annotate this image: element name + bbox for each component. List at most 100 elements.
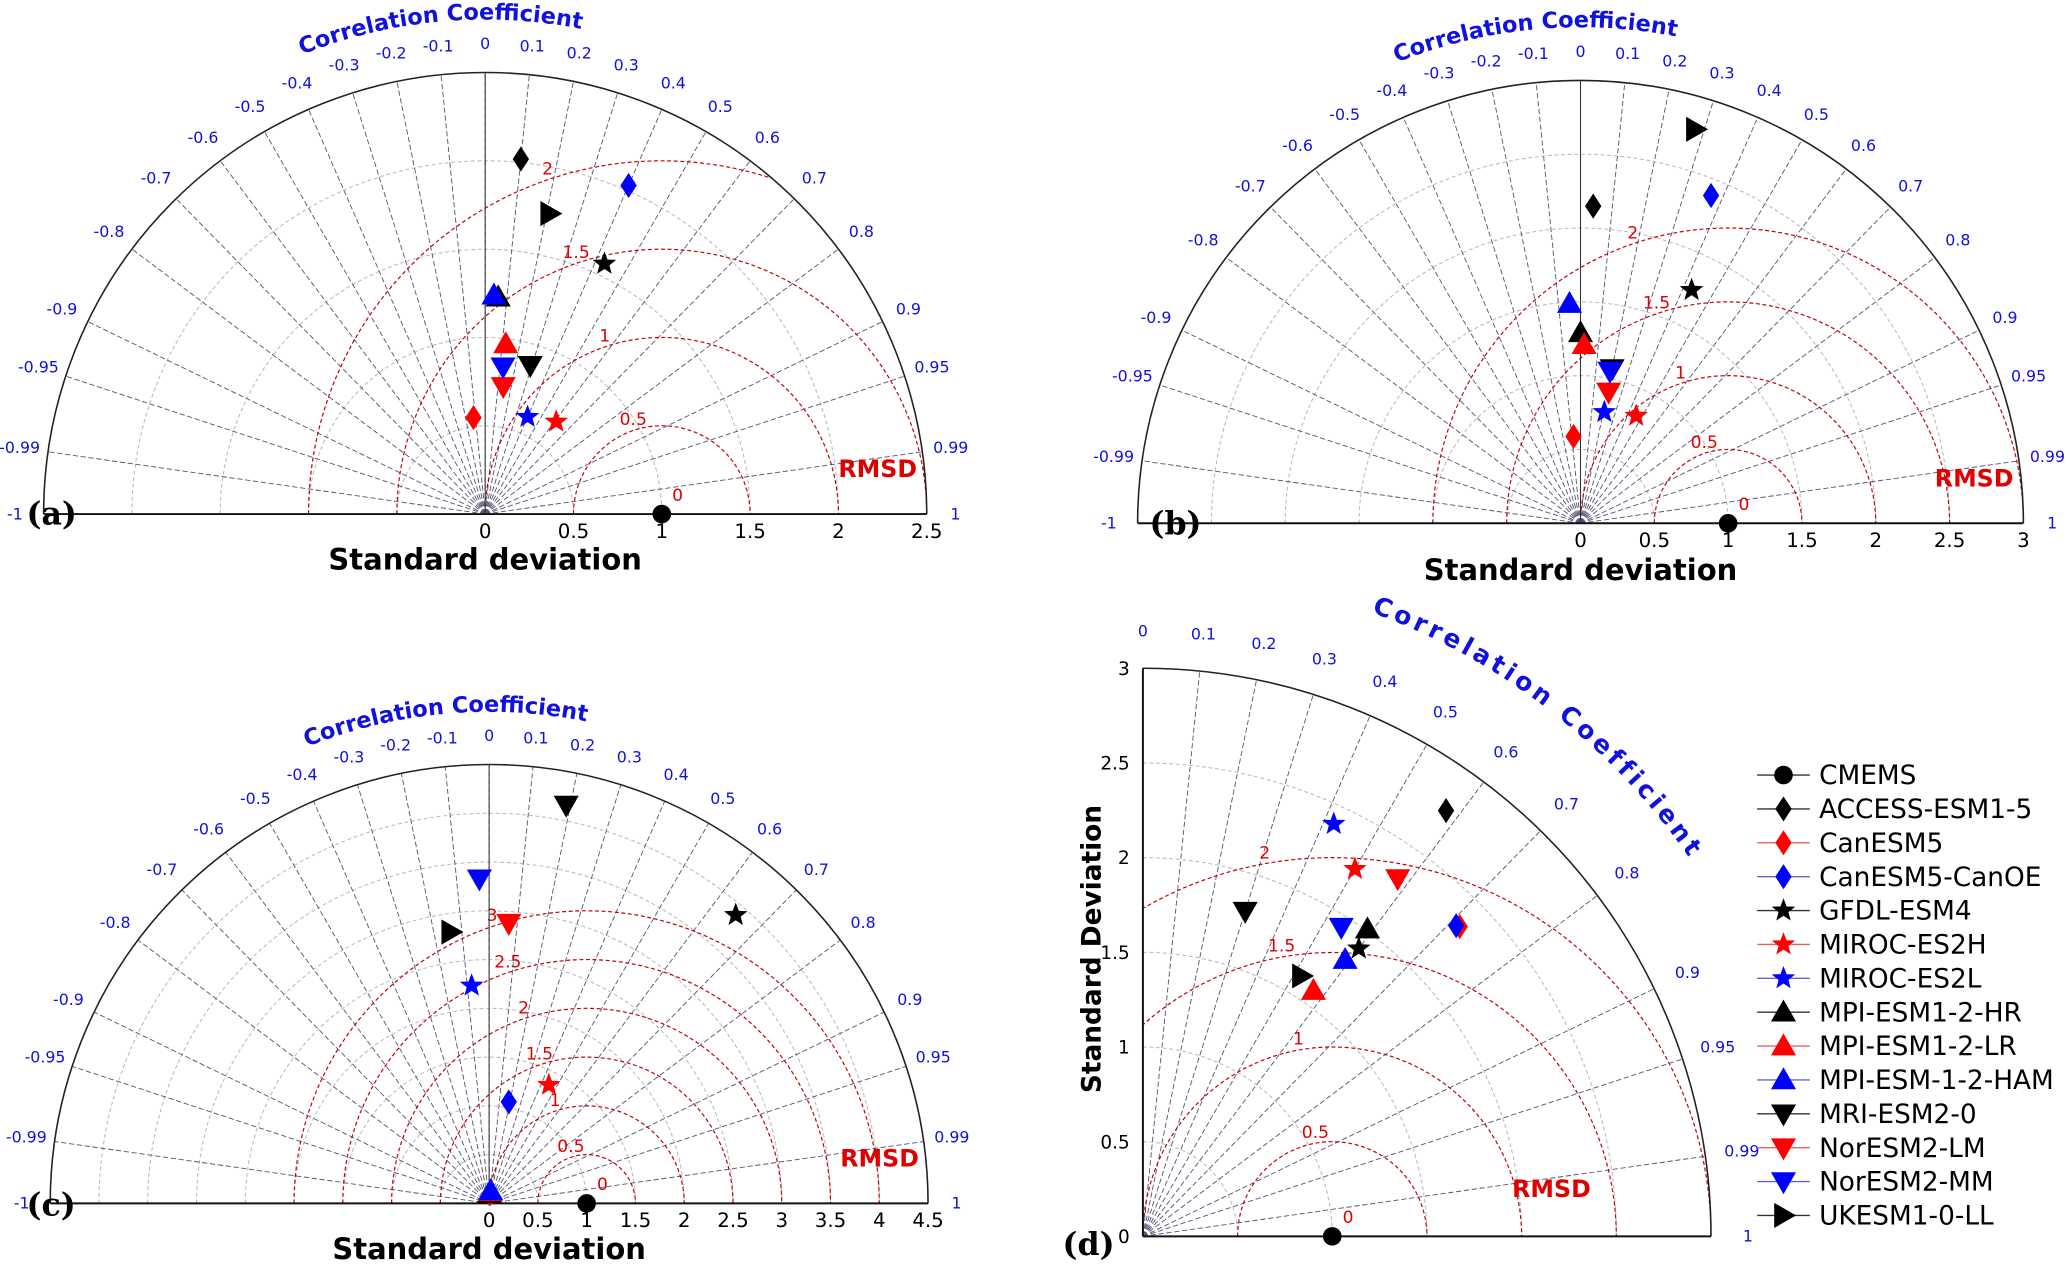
corr-gridline xyxy=(1580,139,1803,524)
corr-tick-label: 0.8 xyxy=(851,913,876,932)
corr-tick-label: -0.1 xyxy=(423,36,454,55)
rmsd-contour-label: 1.5 xyxy=(1268,937,1295,957)
panel-label: (d) xyxy=(1062,1226,1114,1263)
corr-tick-label: 0.95 xyxy=(1700,1038,1735,1057)
taylor-panel-0: -1 -0.99 -0.95 -0.9 -0.8 -0.7 -0.6 -0.5 -0.4 -0.3… xyxy=(0,0,968,576)
data-point-mpi-esm-1-2-ham xyxy=(1556,290,1583,313)
corr-gridline xyxy=(1225,257,1581,524)
data-point-mpi-esm1-2-lr xyxy=(493,331,519,354)
corr-gridline xyxy=(488,773,578,1204)
data-point-noresm2-mm xyxy=(1597,361,1623,384)
corr-tick-label: 0.99 xyxy=(934,1128,969,1147)
legend-marker-diamond xyxy=(1775,796,1792,822)
corr-tick-label: -0.3 xyxy=(329,56,360,75)
rmsd-label: RMSD xyxy=(1935,464,2014,492)
data-point-noresm2-lm xyxy=(1596,382,1622,405)
rmsd-contour-label: 2 xyxy=(1627,224,1638,244)
corr-tick-label: 0.6 xyxy=(755,128,780,147)
data-point-ukesm1-0-ll xyxy=(441,919,464,945)
rmsd-contour-label: 1 xyxy=(1293,1030,1304,1050)
corr-gridline xyxy=(488,939,841,1204)
corr-tick-label: 0.6 xyxy=(1851,136,1876,155)
corr-gridline xyxy=(1142,715,1371,1237)
std-tick-label: 2.5 xyxy=(1100,754,1129,775)
corr-gridline xyxy=(1447,100,1581,524)
legend-marker-triangle-down xyxy=(1770,1138,1797,1161)
std-tick-label: 0 xyxy=(1574,529,1587,552)
corr-gridline xyxy=(357,784,490,1204)
std-tick-label: 0.5 xyxy=(522,1209,553,1232)
corr-tick-label: -0.95 xyxy=(18,357,59,376)
legend-item: CMEMS xyxy=(1757,761,1916,791)
corr-tick-label: 0.8 xyxy=(849,222,874,241)
corr-tick-label: -0.95 xyxy=(1112,366,1153,385)
corr-tick-label: 0.7 xyxy=(1898,177,1923,196)
rmsd-contour-label: 0 xyxy=(1343,1208,1354,1228)
corr-gridline xyxy=(1270,206,1581,524)
corr-tick-label: -1 xyxy=(14,1194,30,1213)
corr-tick-label: 0.99 xyxy=(1724,1141,1759,1160)
std-gridline xyxy=(98,812,880,1204)
corr-gridline xyxy=(444,766,490,1204)
corr-gridline xyxy=(484,131,707,515)
corr-gridline xyxy=(1580,168,1847,524)
data-point-miroc-es2l xyxy=(459,973,484,996)
corr-tick-label: -0.5 xyxy=(240,789,271,808)
std-tick-label: 1.5 xyxy=(620,1209,651,1232)
corr-gridline xyxy=(1142,679,1257,1237)
rmsd-contour-label: 3 xyxy=(487,906,498,926)
legend-label: MIROC-ES2L xyxy=(1819,965,1982,995)
corr-gridline xyxy=(175,198,486,515)
corr-gridline xyxy=(488,784,622,1204)
corr-tick-label: -0.4 xyxy=(282,73,313,92)
taylor-panel-3: 0 0.1 0.2 0.3 0.4 0.5 0.6 0.7 0.8 0.9 0.95 0.99 1 0 0.… xyxy=(1062,591,1759,1263)
corr-tick-label: -0.7 xyxy=(146,860,177,879)
rmsd-contour-label: 1 xyxy=(1675,363,1686,383)
legend: CMEMS ACCESS-ESM1-5 CanESM5 CanESM5-CanOE GF… xyxy=(1757,761,2054,1232)
reference-point-cmems xyxy=(1322,1227,1342,1246)
data-point-canesm5 xyxy=(465,405,482,431)
x-axis-label: Standard deviation xyxy=(1424,553,1737,587)
corr-tick-label: 0.9 xyxy=(1675,963,1700,982)
std-tick-label: 2 xyxy=(678,1209,691,1232)
rmsd-label: RMSD xyxy=(838,455,917,483)
corr-tick-label: -0.9 xyxy=(47,299,78,318)
corr-gridline xyxy=(1142,781,1485,1237)
rmsd-contour-label: 1.5 xyxy=(526,1045,553,1065)
std-tick-label: 0.5 xyxy=(558,520,589,543)
rmsd-contour xyxy=(307,160,927,515)
corr-gridline xyxy=(488,823,709,1204)
corr-tick-label: 0.5 xyxy=(1804,105,1829,124)
corr-gridline xyxy=(65,375,486,515)
std-gridline xyxy=(1210,153,1951,524)
corr-gridline xyxy=(484,321,883,515)
data-point-ukesm1-0-ll xyxy=(1292,963,1315,989)
taylor-panel-1: -1 -0.99 -0.95 -0.9 -0.8 -0.7 -0.6 -0.5 -0.4 -0.3… xyxy=(1093,7,2065,587)
std-gridline xyxy=(1142,857,1523,1237)
corr-tick-label: 0.6 xyxy=(757,820,782,839)
data-point-miroc-es2h xyxy=(1624,403,1648,426)
corr-tick-label: 0.4 xyxy=(661,73,686,92)
corr-gridline xyxy=(484,81,574,515)
corr-tick-label: -0.6 xyxy=(1282,136,1313,155)
std-tick-label: 1 xyxy=(656,520,669,543)
data-point-miroc-es2h xyxy=(544,409,569,432)
corr-gridline xyxy=(137,939,490,1204)
corr-gridline xyxy=(72,1065,490,1204)
corr-tick-label: 0.5 xyxy=(1433,703,1458,722)
corr-gridline xyxy=(488,889,797,1204)
corr-gridline xyxy=(225,851,490,1204)
legend-label: NorESM2-MM xyxy=(1819,1168,1994,1198)
corr-gridline xyxy=(1358,139,1581,524)
data-point-gfdl-esm4 xyxy=(592,251,617,274)
corr-tick-label: 1 xyxy=(1743,1227,1753,1246)
rmsd-contour xyxy=(1142,857,1711,1237)
std-tick-label: 3 xyxy=(1118,659,1130,680)
corr-tick-label: -0.9 xyxy=(53,990,84,1009)
corr-tick-label: -0.1 xyxy=(427,729,458,748)
data-point-canesm5-canoe xyxy=(500,1089,517,1115)
panel-label: (b) xyxy=(1149,505,1201,542)
data-point-mpi-esm1-2-lr xyxy=(1300,977,1326,1000)
rmsd-contour-label: 0 xyxy=(1738,495,1749,515)
rmsd-contour-label: 2 xyxy=(1259,843,1270,863)
